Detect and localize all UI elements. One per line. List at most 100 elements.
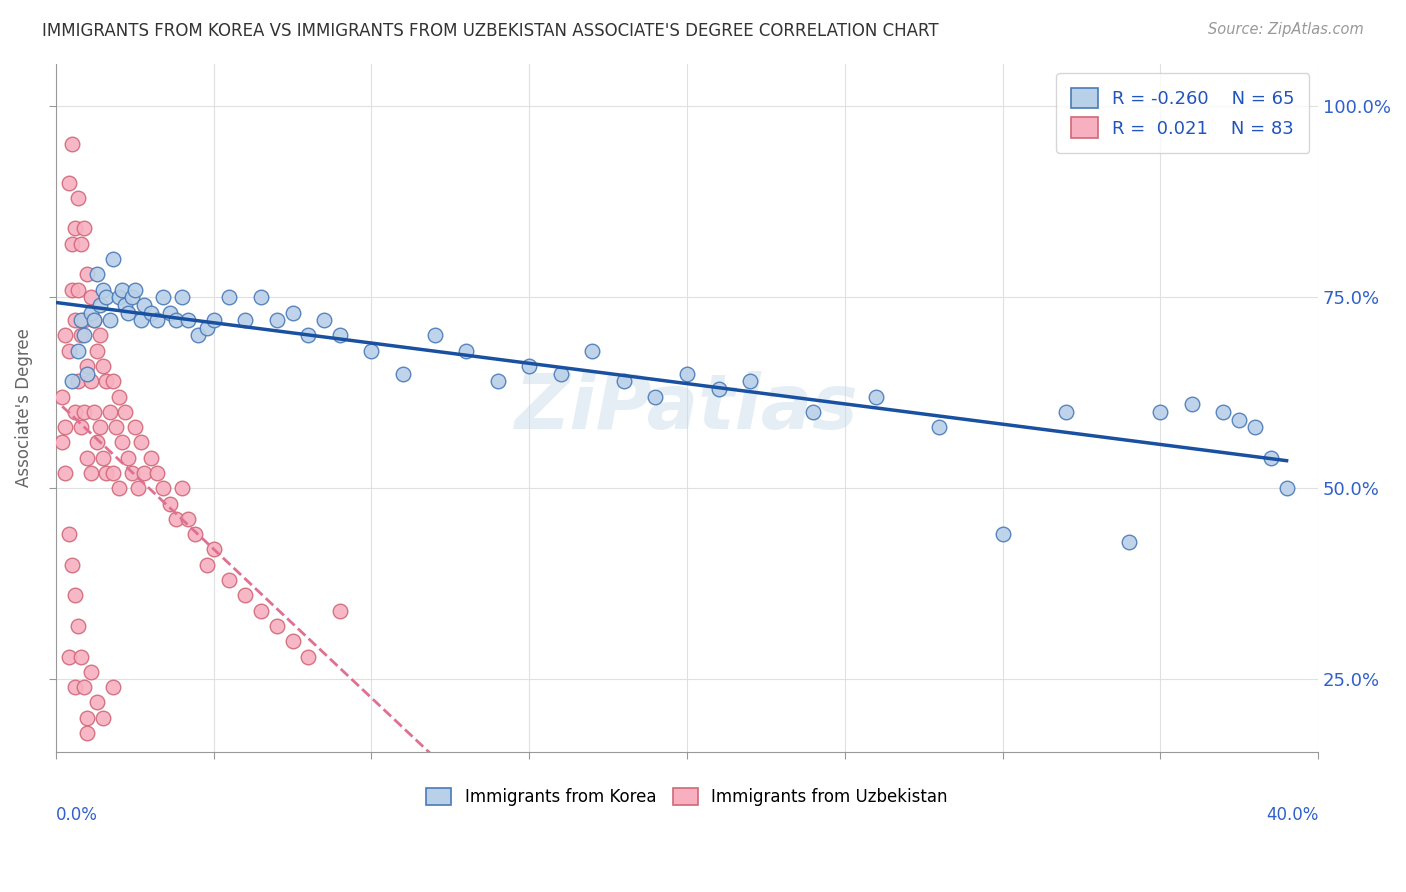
Point bbox=[111, 435, 134, 450]
Point bbox=[740, 374, 762, 388]
Point bbox=[83, 405, 105, 419]
Point bbox=[218, 290, 240, 304]
Point bbox=[108, 390, 131, 404]
Point bbox=[177, 512, 200, 526]
Point bbox=[172, 481, 194, 495]
Point bbox=[101, 466, 124, 480]
Text: ZiPatlas: ZiPatlas bbox=[515, 371, 859, 445]
Point bbox=[73, 313, 96, 327]
Point bbox=[58, 176, 80, 190]
Point bbox=[297, 328, 319, 343]
Text: IMMIGRANTS FROM KOREA VS IMMIGRANTS FROM UZBEKISTAN ASSOCIATE'S DEGREE CORRELATI: IMMIGRANTS FROM KOREA VS IMMIGRANTS FROM… bbox=[42, 22, 939, 40]
Point bbox=[58, 527, 80, 541]
Point bbox=[79, 290, 101, 304]
Point bbox=[91, 283, 114, 297]
Point bbox=[73, 221, 96, 235]
Point bbox=[146, 313, 169, 327]
Point bbox=[73, 405, 96, 419]
Point bbox=[1149, 405, 1171, 419]
Point bbox=[550, 367, 572, 381]
Point bbox=[66, 191, 89, 205]
Point bbox=[70, 328, 93, 343]
Point bbox=[266, 313, 288, 327]
Point bbox=[165, 512, 187, 526]
Point bbox=[86, 343, 108, 358]
Point bbox=[60, 283, 83, 297]
Point bbox=[801, 405, 824, 419]
Point bbox=[172, 290, 194, 304]
Point bbox=[108, 481, 131, 495]
Point bbox=[70, 313, 93, 327]
Point bbox=[63, 405, 86, 419]
Point bbox=[63, 221, 86, 235]
Point bbox=[134, 298, 156, 312]
Point bbox=[124, 420, 146, 434]
Point bbox=[184, 527, 207, 541]
Point bbox=[266, 619, 288, 633]
Text: 0.0%: 0.0% bbox=[56, 805, 98, 823]
Point bbox=[314, 313, 336, 327]
Point bbox=[127, 481, 149, 495]
Point bbox=[96, 374, 118, 388]
Point bbox=[1118, 534, 1140, 549]
Point bbox=[676, 367, 699, 381]
Point bbox=[89, 298, 111, 312]
Point bbox=[98, 405, 121, 419]
Point bbox=[98, 313, 121, 327]
Point bbox=[329, 604, 352, 618]
Point bbox=[177, 313, 200, 327]
Point bbox=[86, 435, 108, 450]
Point bbox=[146, 466, 169, 480]
Point bbox=[134, 466, 156, 480]
Point bbox=[66, 343, 89, 358]
Point bbox=[1244, 420, 1267, 434]
Point bbox=[250, 290, 273, 304]
Point bbox=[55, 420, 77, 434]
Point bbox=[91, 450, 114, 465]
Point bbox=[79, 305, 101, 319]
Point bbox=[1260, 450, 1282, 465]
Point bbox=[79, 665, 101, 679]
Point bbox=[76, 359, 98, 373]
Point bbox=[83, 313, 105, 327]
Point bbox=[79, 466, 101, 480]
Point bbox=[60, 374, 83, 388]
Point bbox=[613, 374, 636, 388]
Point bbox=[1054, 405, 1077, 419]
Point bbox=[1181, 397, 1204, 411]
Point bbox=[121, 290, 143, 304]
Point bbox=[117, 305, 139, 319]
Point bbox=[66, 374, 89, 388]
Point bbox=[73, 680, 96, 694]
Point bbox=[129, 313, 152, 327]
Point bbox=[581, 343, 603, 358]
Point bbox=[63, 588, 86, 602]
Point bbox=[152, 481, 174, 495]
Text: Source: ZipAtlas.com: Source: ZipAtlas.com bbox=[1208, 22, 1364, 37]
Point bbox=[281, 634, 304, 648]
Point bbox=[76, 267, 98, 281]
Point bbox=[51, 435, 73, 450]
Point bbox=[96, 466, 118, 480]
Point bbox=[423, 328, 446, 343]
Point bbox=[76, 726, 98, 740]
Point bbox=[83, 313, 105, 327]
Point bbox=[73, 328, 96, 343]
Point bbox=[117, 450, 139, 465]
Point bbox=[66, 619, 89, 633]
Point bbox=[517, 359, 540, 373]
Point bbox=[86, 267, 108, 281]
Point bbox=[108, 290, 131, 304]
Point bbox=[121, 466, 143, 480]
Text: 40.0%: 40.0% bbox=[1265, 805, 1319, 823]
Point bbox=[101, 374, 124, 388]
Point bbox=[91, 711, 114, 725]
Legend: Immigrants from Korea, Immigrants from Uzbekistan: Immigrants from Korea, Immigrants from U… bbox=[420, 781, 955, 813]
Point bbox=[124, 283, 146, 297]
Point bbox=[392, 367, 415, 381]
Point bbox=[297, 649, 319, 664]
Point bbox=[60, 236, 83, 251]
Point bbox=[70, 420, 93, 434]
Point bbox=[79, 374, 101, 388]
Point bbox=[114, 298, 136, 312]
